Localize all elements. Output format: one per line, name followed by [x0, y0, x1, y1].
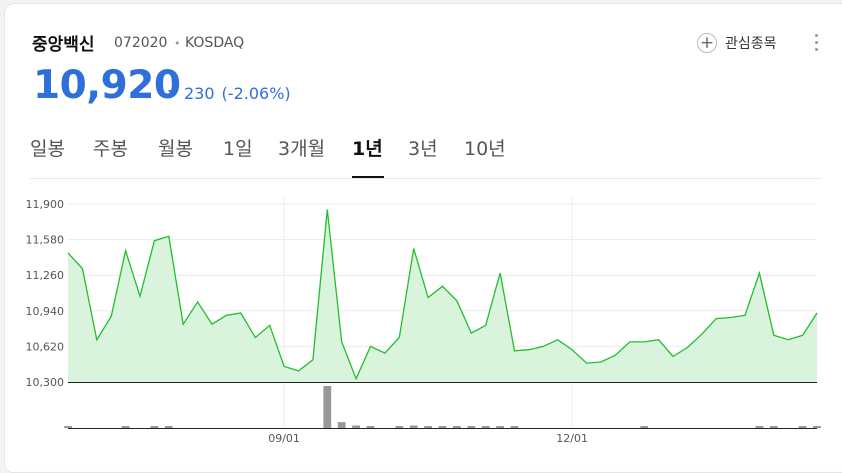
vertical-dots-icon[interactable]	[812, 34, 820, 54]
tab-10years[interactable]: 10년	[464, 138, 506, 160]
volume-bars	[64, 386, 821, 428]
price-line	[67, 209, 818, 381]
volume-bar	[798, 426, 807, 428]
y-tick-label: 11,900	[26, 198, 65, 211]
y-tick-label: 10,620	[26, 340, 65, 353]
price-change: 230 (-2.06%)	[168, 84, 291, 103]
volume-bar	[64, 426, 72, 428]
volume-bar	[467, 426, 476, 428]
tab-monthly[interactable]: 월봉	[158, 138, 193, 160]
volume-bar	[337, 422, 346, 428]
tab-weekly[interactable]: 주봉	[93, 138, 128, 160]
tab-3months[interactable]: 3개월	[278, 138, 326, 160]
volume-bar	[510, 426, 519, 428]
y-tick-label: 11,260	[26, 269, 65, 282]
tab-daily[interactable]: 일봉	[30, 138, 65, 160]
change-amount: 230	[184, 84, 215, 103]
tab-1year[interactable]: 1년	[352, 138, 383, 160]
tabs-divider	[30, 178, 822, 179]
volume-bar	[409, 425, 418, 428]
stock-code: 072020	[114, 35, 168, 51]
volume-bar	[424, 426, 432, 428]
volume-bar	[121, 426, 130, 428]
x-tick-label: 09/01	[268, 432, 300, 445]
y-tick-label: 10,300	[26, 376, 65, 389]
volume-bar	[453, 426, 461, 428]
price-area-layer	[67, 209, 818, 383]
market-name: KOSDAQ	[185, 35, 245, 51]
price-area	[68, 209, 817, 382]
volume-bar	[323, 386, 332, 428]
volume-bar	[366, 426, 375, 428]
stock-name: 중앙백신	[32, 35, 95, 55]
volume-bar	[150, 426, 159, 428]
tab-1day[interactable]: 1일	[223, 138, 253, 160]
y-axis-labels: 11,900 11,580 11,260 10,940 10,620 10,300	[26, 198, 65, 389]
x-tick-label: 12/01	[556, 432, 588, 445]
volume-bar	[352, 425, 360, 428]
add-watchlist-button[interactable]: + 관심종목	[697, 31, 777, 55]
volume-bar	[496, 426, 504, 428]
change-percent: (-2.06%)	[221, 84, 291, 103]
watchlist-label: 관심종목	[725, 36, 777, 52]
volume-bar	[755, 426, 764, 428]
y-tick-label: 11,580	[26, 234, 65, 247]
current-price: 10,920	[33, 63, 181, 108]
volume-bar	[438, 426, 447, 428]
tab-3years[interactable]: 3년	[408, 138, 438, 160]
active-tab-underline	[352, 176, 384, 178]
down-triangle-icon	[168, 90, 178, 97]
plus-circle-icon: +	[697, 33, 717, 53]
volume-bar	[813, 426, 821, 428]
volume-bar	[164, 426, 173, 428]
y-tick-label: 10,940	[26, 305, 65, 318]
volume-bar	[769, 426, 778, 428]
volume-bar	[640, 426, 649, 428]
price-chart: 11,900 11,580 11,260 10,940 10,620 10,300 09/…	[26, 198, 821, 445]
stock-card	[4, 3, 842, 473]
volume-bar	[395, 426, 404, 428]
volume-bar	[481, 426, 490, 428]
separator-dot: •	[174, 37, 181, 50]
